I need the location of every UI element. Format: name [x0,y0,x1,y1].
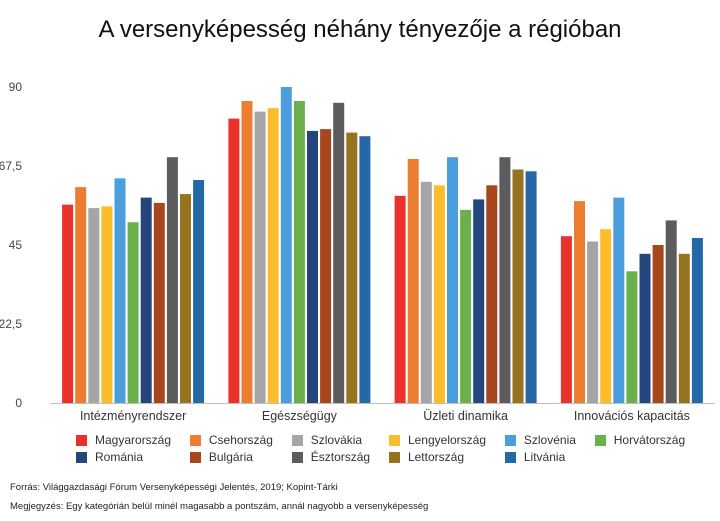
bar [574,201,585,403]
legend-item: Horvátország [594,433,696,447]
bar [166,157,178,403]
category-label: Egészségügy [262,409,338,423]
bar [407,159,419,403]
y-tick-label: 0 [15,396,22,410]
legend-item: Szlovákia [291,433,381,447]
legend-swatch [291,434,303,446]
bar [153,202,165,403]
legend-swatch [388,434,400,446]
bar [433,185,445,403]
bar [678,253,690,403]
y-tick-label: 45 [9,238,23,252]
bar [486,185,498,403]
legend-swatch [504,434,516,446]
legend-label: Lengyelország [407,433,487,447]
bar [293,101,305,403]
source-note: Forrás: Világgazdasági Fórum Versenyképe… [10,482,338,493]
bar [88,208,100,403]
chart-title: A versenyképesség néhány tényezője a rég… [98,16,622,43]
legend-label: Horvátország [613,433,686,447]
bar [62,204,74,403]
legend-item: Románia [76,450,182,464]
bar [499,157,511,403]
legend-item: Magyarország [76,433,182,447]
legend-swatch [76,451,87,463]
legend-label: Litvánia [523,450,566,464]
bar [75,187,87,403]
legend-swatch [594,434,606,446]
legend-label: Észtország [310,450,371,464]
bar [587,241,599,403]
y-tick-label: 22,5 [0,317,22,331]
category-label: Intézményrendszer [80,409,186,423]
legend-item: Litvánia [504,450,587,464]
legend-swatch [291,451,303,463]
bar [639,253,651,403]
bar [447,157,458,403]
y-tick-label: 90 [9,80,23,94]
bars [62,87,703,404]
bar [254,111,266,403]
legend-item: Csehország [189,433,284,447]
bar [613,197,625,403]
bar [512,169,524,403]
legend-label: Magyarország [95,433,172,447]
legend-label: Bulgária [208,450,253,464]
legend-label: Szlovákia [310,433,363,447]
bar [267,108,279,403]
bar-chart: 0 22,5 45 67,5 90 Intézményrendszer Egészségü… [0,80,715,423]
bar [560,236,572,403]
bar [525,171,537,403]
y-axis: 0 22,5 45 67,5 90 [0,80,22,410]
legend-item: Bulgária [189,450,284,464]
bar [394,195,406,403]
bar [333,102,345,404]
legend-label: Lettország [407,450,464,464]
bar [114,178,126,403]
legend-item: Észtország [291,450,381,464]
legend-item: Lettország [388,450,497,464]
bar [140,197,152,403]
legend-label: Csehország [208,433,273,447]
remark-note: Megjegyzés: Egy kategórián belül minél m… [10,501,429,512]
bar [320,129,332,403]
bar [307,130,318,403]
bar [600,229,612,403]
bar [346,132,358,403]
bar [626,271,638,403]
category-label: Innovációs kapacitás [574,409,690,423]
bar [280,87,292,403]
legend-item: Lengyelország [388,433,497,447]
bar [241,101,253,403]
bar [127,222,139,403]
legend-label: Románia [95,450,144,464]
y-tick-label: 67,5 [0,159,22,173]
bar [665,220,677,403]
legend-swatch [504,451,516,463]
bar [460,209,472,403]
legend-swatch [76,434,87,446]
bar [228,118,240,403]
legend-item: Szlovénia [504,433,587,447]
x-axis: Intézményrendszer Egészségügy Üzleti dinam… [80,409,690,423]
bar [193,180,205,403]
legend-swatch [388,451,400,463]
bar [691,238,703,403]
bar [652,245,664,403]
bar [359,136,371,403]
bar [101,206,113,403]
legend-swatch [189,451,201,463]
category-label: Üzleti dinamika [423,409,508,423]
legend-label: Szlovénia [523,433,576,447]
legend: Magyarország Csehország Szlovákia Lengyelor… [76,433,696,464]
bar [180,194,191,403]
bar [420,181,432,403]
legend-swatch [189,434,201,446]
bar [473,199,485,403]
